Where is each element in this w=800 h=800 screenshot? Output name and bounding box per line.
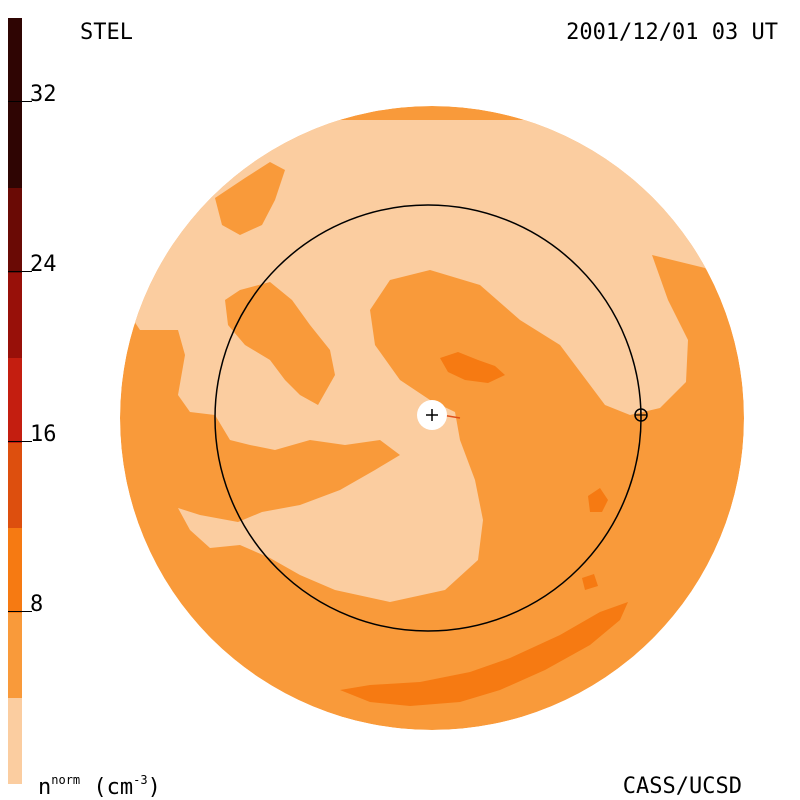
colorbar-level-8 — [8, 18, 22, 188]
colorbar-level-1 — [8, 698, 22, 784]
density-region-high — [588, 488, 608, 512]
density-region-high — [440, 352, 505, 383]
units-close: ) — [147, 775, 161, 800]
colorbar-level-4 — [8, 443, 22, 528]
quantity-symbol: n — [38, 775, 52, 800]
units-superscript: -3 — [133, 773, 148, 787]
density-region-low — [120, 120, 744, 602]
colorbar-tick-label: 24 — [30, 252, 57, 277]
colorbar-level-7 — [8, 188, 22, 273]
datetime-label: 2001/12/01 03 UT — [566, 20, 778, 45]
units-text: (cm — [93, 775, 134, 800]
density-region-high — [582, 574, 598, 590]
credit-label: CASS/UCSD — [622, 774, 742, 799]
density-region-medium — [225, 282, 335, 405]
colorbar-level-2 — [8, 613, 22, 698]
colorbar-tick — [8, 101, 32, 102]
sun-crosshair-icon — [417, 400, 461, 430]
colorbar-level-3 — [8, 528, 22, 613]
density-region-high — [340, 602, 628, 706]
earth-crosshair-icon — [634, 408, 648, 422]
colorbar-tick — [8, 441, 32, 442]
source-label: STEL — [80, 20, 133, 45]
colorbar-tick-label: 16 — [30, 422, 57, 447]
colorbar-tick — [8, 271, 32, 272]
colorbar-tick-label: 8 — [30, 592, 44, 617]
colorbar-tick — [8, 611, 32, 612]
colorbar-level-5 — [8, 358, 22, 443]
quantity-superscript: norm — [51, 773, 81, 787]
colorbar-level-6 — [8, 273, 22, 358]
colorbar-tick-label: 32 — [30, 82, 57, 107]
colorbar — [8, 18, 22, 784]
units-label: nnorm (cm-3) — [38, 774, 161, 799]
density-region-medium — [215, 162, 285, 235]
